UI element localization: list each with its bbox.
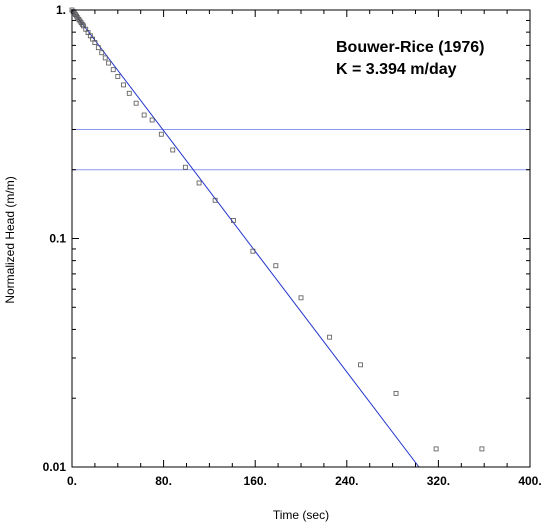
annotation-k-value: K = 3.394 m/day — [336, 61, 457, 78]
data-point — [110, 67, 116, 73]
data-point — [170, 147, 176, 153]
axis-ticks — [71, 9, 531, 468]
data-point — [393, 390, 399, 396]
data-point — [106, 60, 112, 66]
data-point — [126, 90, 132, 96]
x-tick-label: 80. — [155, 474, 172, 488]
data-point — [358, 362, 363, 368]
y-tick-label: 0.01 — [43, 460, 67, 474]
reference-lines — [72, 128, 530, 171]
y-axis-label: Normalized Head (m/m) — [3, 176, 17, 303]
data-point — [212, 197, 218, 203]
data-point — [158, 131, 164, 137]
data-point — [433, 446, 439, 452]
fit-line — [71, 9, 420, 468]
data-point — [196, 180, 202, 186]
data-point — [92, 40, 98, 45]
data-point — [99, 50, 105, 56]
y-tick-label: 1. — [56, 3, 66, 17]
data-point — [149, 117, 155, 123]
x-tick-label: 0. — [67, 474, 77, 488]
data-point — [327, 334, 333, 340]
x-tick-label: 320. — [427, 474, 450, 488]
x-axis-label: Time (sec) — [273, 508, 329, 522]
data-point — [95, 45, 101, 51]
data-point — [479, 446, 485, 452]
data-point — [182, 164, 188, 170]
fit-line-layer — [71, 9, 420, 468]
data-point — [133, 100, 139, 106]
tick-labels: 0. 80. 160. 240. 320. 400. 0.01 0.1 1. — [43, 3, 542, 488]
x-tick-label: 240. — [335, 474, 358, 488]
data-point — [298, 295, 304, 301]
annotation-method: Bouwer-Rice (1976) — [336, 39, 485, 56]
data-point — [141, 112, 147, 118]
data-point — [115, 74, 121, 79]
data-point — [102, 55, 108, 61]
plot-frame — [71, 9, 531, 468]
data-point — [231, 218, 236, 223]
data-point — [250, 248, 256, 254]
x-tick-label: 400. — [518, 474, 541, 488]
data-point — [121, 82, 126, 88]
data-points — [69, 7, 485, 452]
x-tick-label: 160. — [244, 474, 267, 488]
y-tick-label: 0.1 — [49, 232, 66, 246]
data-point — [273, 263, 279, 269]
